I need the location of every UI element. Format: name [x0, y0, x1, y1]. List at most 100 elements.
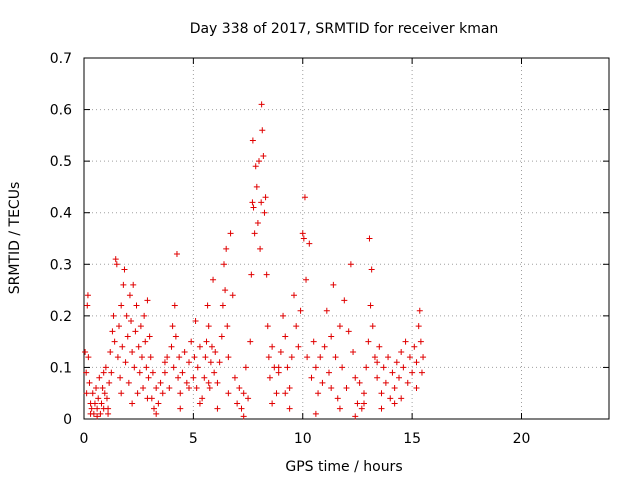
- data-point: [225, 390, 232, 397]
- data-point: [93, 385, 100, 392]
- data-point: [240, 390, 247, 397]
- data-point: [258, 199, 265, 206]
- data-point: [257, 245, 264, 252]
- data-point: [225, 354, 232, 361]
- data-point: [400, 364, 407, 371]
- data-point: [393, 359, 400, 366]
- data-point: [312, 410, 319, 417]
- data-point: [137, 323, 144, 330]
- data-point: [133, 302, 140, 309]
- data-point: [369, 323, 376, 330]
- data-point: [181, 348, 188, 355]
- data-point: [365, 338, 372, 345]
- data-point: [196, 400, 203, 407]
- data-point: [304, 354, 311, 361]
- data-point: [321, 343, 328, 350]
- data-point: [125, 379, 132, 386]
- data-point: [358, 405, 365, 412]
- data-point: [371, 354, 378, 361]
- data-point: [161, 359, 168, 366]
- data-point: [385, 354, 392, 361]
- data-point: [250, 204, 257, 211]
- data-point: [172, 333, 179, 340]
- data-point: [356, 379, 363, 386]
- data-point: [175, 374, 182, 381]
- data-point: [136, 369, 143, 376]
- x-axis-label: GPS time / hours: [285, 459, 402, 475]
- data-point: [122, 359, 129, 366]
- data-point: [378, 405, 385, 412]
- data-point: [406, 354, 413, 361]
- y-tick-label: 0.4: [50, 206, 72, 222]
- data-point: [87, 410, 94, 417]
- data-point: [110, 312, 117, 319]
- data-point: [223, 245, 230, 252]
- data-point: [254, 220, 261, 227]
- data-point: [153, 410, 160, 417]
- data-point: [345, 328, 352, 335]
- data-point: [282, 333, 289, 340]
- data-point: [212, 348, 219, 355]
- data-point: [183, 379, 190, 386]
- data-point: [391, 385, 398, 392]
- data-point: [286, 385, 293, 392]
- data-point: [249, 199, 256, 206]
- data-point: [121, 266, 128, 273]
- data-point: [144, 395, 151, 402]
- data-point: [312, 364, 319, 371]
- x-tick-label: 5: [189, 431, 198, 447]
- data-point: [328, 333, 335, 340]
- data-point: [418, 369, 425, 376]
- data-point: [300, 235, 307, 242]
- data-point: [84, 292, 91, 299]
- data-point: [130, 281, 137, 288]
- data-point: [107, 348, 114, 355]
- data-point: [144, 297, 151, 304]
- data-point: [138, 354, 145, 361]
- data-point: [168, 343, 175, 350]
- data-point: [317, 354, 324, 361]
- data-point: [105, 405, 112, 412]
- data-point: [387, 395, 394, 402]
- data-point: [186, 359, 192, 366]
- x-tick-label: 15: [403, 431, 421, 447]
- data-point: [382, 379, 389, 386]
- y-tick-label: 0.6: [50, 103, 72, 119]
- data-point: [293, 323, 300, 330]
- data-point: [282, 390, 289, 397]
- data-point: [140, 385, 147, 392]
- data-point: [109, 328, 116, 335]
- data-point: [203, 338, 210, 345]
- data-point: [157, 379, 164, 386]
- data-point: [303, 276, 310, 283]
- data-point: [256, 158, 262, 165]
- data-point: [114, 354, 121, 361]
- data-point: [323, 307, 330, 314]
- data-point: [111, 338, 118, 345]
- data-point: [113, 261, 120, 268]
- data-point: [170, 364, 177, 371]
- data-point: [341, 297, 348, 304]
- data-point: [211, 369, 218, 376]
- data-point: [128, 318, 135, 325]
- y-tick-labels: 0 0.1 0.2 0.3 0.4 0.5 0.6 0.7: [50, 51, 72, 428]
- data-point: [99, 385, 106, 392]
- data-point: [179, 369, 186, 376]
- data-point: [94, 405, 101, 412]
- y-tick-label: 0.3: [50, 257, 72, 273]
- data-point: [354, 400, 361, 407]
- data-point: [120, 281, 127, 288]
- data-point: [264, 323, 271, 330]
- data-point: [291, 292, 297, 299]
- data-point: [299, 230, 306, 237]
- y-tick-label: 0.2: [50, 309, 72, 325]
- data-point: [126, 292, 133, 299]
- data-point: [151, 405, 157, 412]
- data-point: [83, 369, 90, 376]
- data-point: [101, 390, 108, 397]
- data-point: [118, 302, 125, 309]
- data-point: [417, 338, 424, 345]
- data-point: [334, 395, 341, 402]
- data-point: [188, 338, 195, 345]
